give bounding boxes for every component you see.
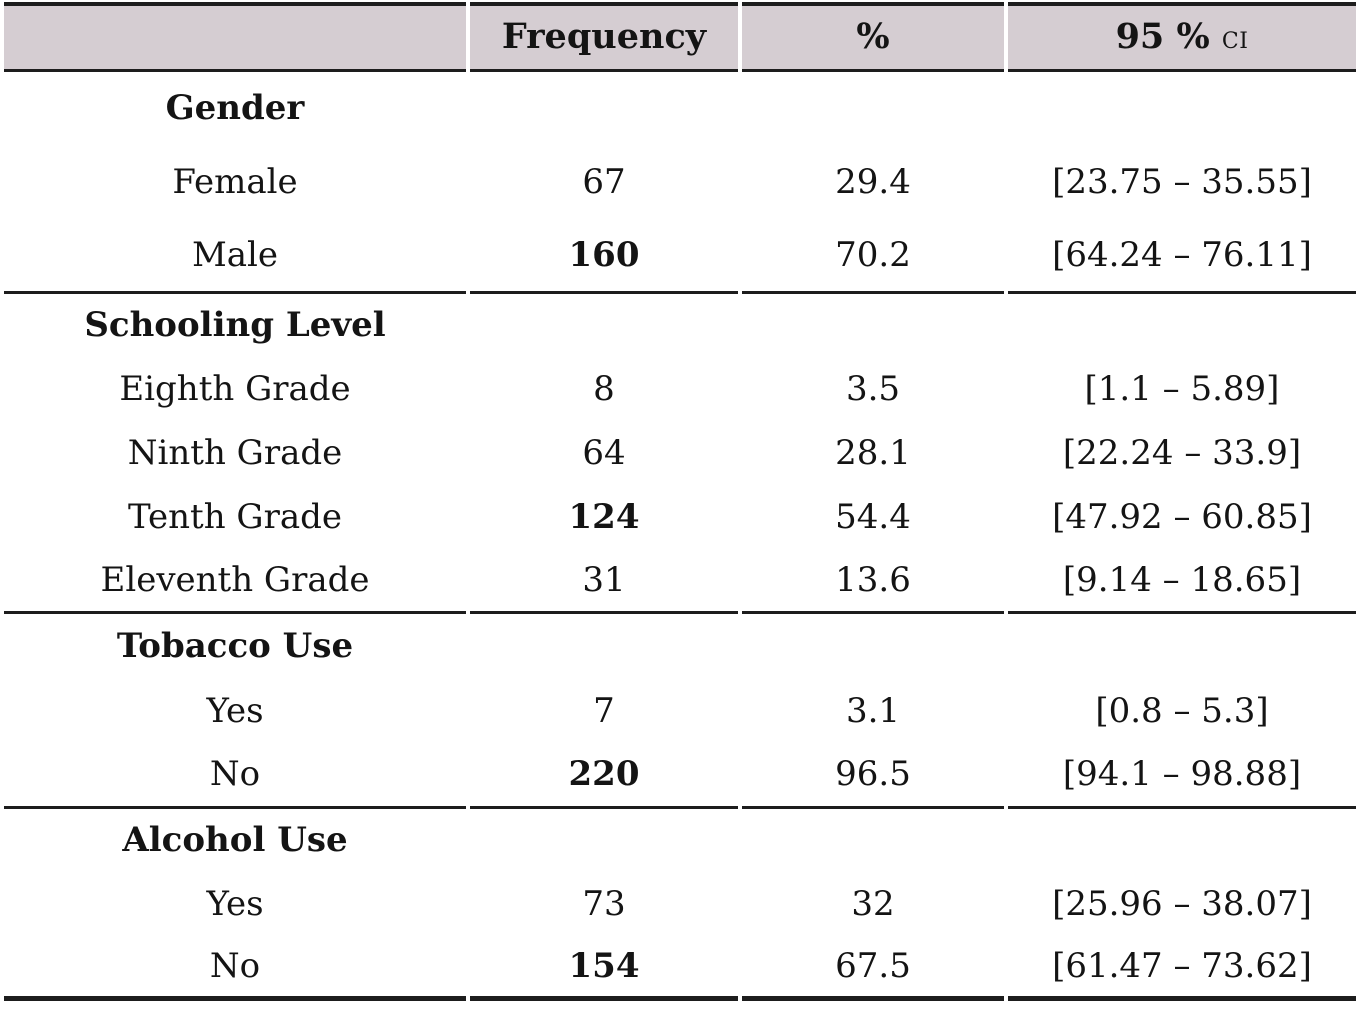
percent-value: 70.2 (742, 220, 1004, 294)
frequency-value: 31 (470, 550, 738, 614)
percent-value: 28.1 (835, 433, 911, 474)
ci-value: [22.24 – 33.9] (1062, 433, 1302, 474)
percent-value: 32 (851, 884, 895, 925)
row-label: No (4, 744, 466, 809)
section-title-row: Gender (4, 72, 1356, 146)
frequency-value: 67 (582, 162, 626, 203)
table-row: Tenth Grade 124 54.4 [47.92 – 60.85] (4, 486, 1356, 550)
row-label: Male (4, 220, 466, 294)
percent-value: 54.4 (835, 497, 911, 538)
percent-value: 29.4 (835, 162, 911, 203)
ci-value: [23.75 – 35.55] (1052, 162, 1312, 203)
table-body: Gender Female 67 29.4 [23.75 – 35.55] Male 160… (4, 72, 1356, 1001)
frequency-value: 73 (582, 884, 626, 925)
empty-cell (742, 72, 1004, 146)
empty-cell (470, 809, 738, 873)
ci-value: [94.1 – 98.88] (1008, 744, 1356, 809)
section-title: Schooling Level (84, 305, 386, 346)
section-title: Gender (165, 88, 305, 129)
ci-sub-label: CI (1221, 29, 1249, 55)
table-row: No 220 96.5 [94.1 – 98.88] (4, 744, 1356, 809)
table-row: Male 160 70.2 [64.24 – 76.11] (4, 220, 1356, 294)
ci-value: [9.14 – 18.65] (1008, 550, 1356, 614)
header-cell-percent: % (742, 2, 1004, 72)
ci-value: [0.8 – 5.3] (1095, 690, 1269, 731)
row-label: Female (172, 162, 298, 203)
frequency-value: 8 (593, 369, 615, 410)
empty-cell (742, 614, 1004, 679)
section-title-row: Schooling Level (4, 294, 1356, 358)
row-label: Yes (206, 884, 264, 925)
section-title: Tobacco Use (116, 625, 354, 666)
ci-value: [1.1 – 5.89] (1084, 369, 1280, 410)
frequency-value: 7 (593, 690, 615, 731)
descriptive-statistics-table: Frequency % 95 % CI Gender Female 67 29.4 [2… (0, 2, 1356, 1001)
ci-main-label: 95 % (1115, 16, 1210, 58)
frequency-value: 160 (470, 220, 738, 294)
table-row: Female 67 29.4 [23.75 – 35.55] (4, 146, 1356, 220)
table-row: Yes 73 32 [25.96 – 38.07] (4, 873, 1356, 937)
empty-cell (742, 294, 1004, 358)
empty-cell (470, 72, 738, 146)
empty-cell (470, 614, 738, 679)
section-title-row: Alcohol Use (4, 809, 1356, 873)
ci-value: [25.96 – 38.07] (1052, 884, 1312, 925)
table-row: Yes 7 3.1 [0.8 – 5.3] (4, 679, 1356, 744)
percent-value: 3.1 (845, 690, 901, 731)
frequency-value: 64 (582, 433, 626, 474)
frequency-value: 124 (568, 497, 640, 538)
percent-value: 96.5 (742, 744, 1004, 809)
ci-value: [64.24 – 76.11] (1008, 220, 1356, 294)
percent-value: 3.5 (845, 369, 901, 410)
percent-value: 67.5 (742, 937, 1004, 1001)
table-row: No 154 67.5 [61.47 – 73.62] (4, 937, 1356, 1001)
section-title-row: Tobacco Use (4, 614, 1356, 679)
row-label: Eleventh Grade (4, 550, 466, 614)
row-label: Ninth Grade (127, 433, 343, 474)
ci-value: [61.47 – 73.62] (1008, 937, 1356, 1001)
frequency-value: 154 (470, 937, 738, 1001)
row-label: Tenth Grade (128, 497, 342, 538)
empty-cell (470, 294, 738, 358)
header-cell-frequency: Frequency (470, 2, 738, 72)
table-row: Ninth Grade 64 28.1 [22.24 – 33.9] (4, 422, 1356, 486)
empty-cell (1008, 72, 1356, 146)
table-header: Frequency % 95 % CI (4, 2, 1356, 72)
section-title: Alcohol Use (122, 820, 348, 861)
table-row: Eleventh Grade 31 13.6 [9.14 – 18.65] (4, 550, 1356, 614)
row-label: No (4, 937, 466, 1001)
header-cell-ci: 95 % CI (1008, 2, 1356, 72)
row-label: Yes (206, 690, 264, 731)
row-label: Eighth Grade (119, 369, 351, 410)
header-row: Frequency % 95 % CI (4, 2, 1356, 72)
empty-cell (1008, 809, 1356, 873)
percent-value: 13.6 (742, 550, 1004, 614)
frequency-value: 220 (470, 744, 738, 809)
empty-cell (742, 809, 1004, 873)
header-cell-variable (4, 2, 466, 72)
ci-value: [47.92 – 60.85] (1052, 497, 1312, 538)
empty-cell (1008, 614, 1356, 679)
empty-cell (1008, 294, 1356, 358)
table-row: Eighth Grade 8 3.5 [1.1 – 5.89] (4, 358, 1356, 422)
